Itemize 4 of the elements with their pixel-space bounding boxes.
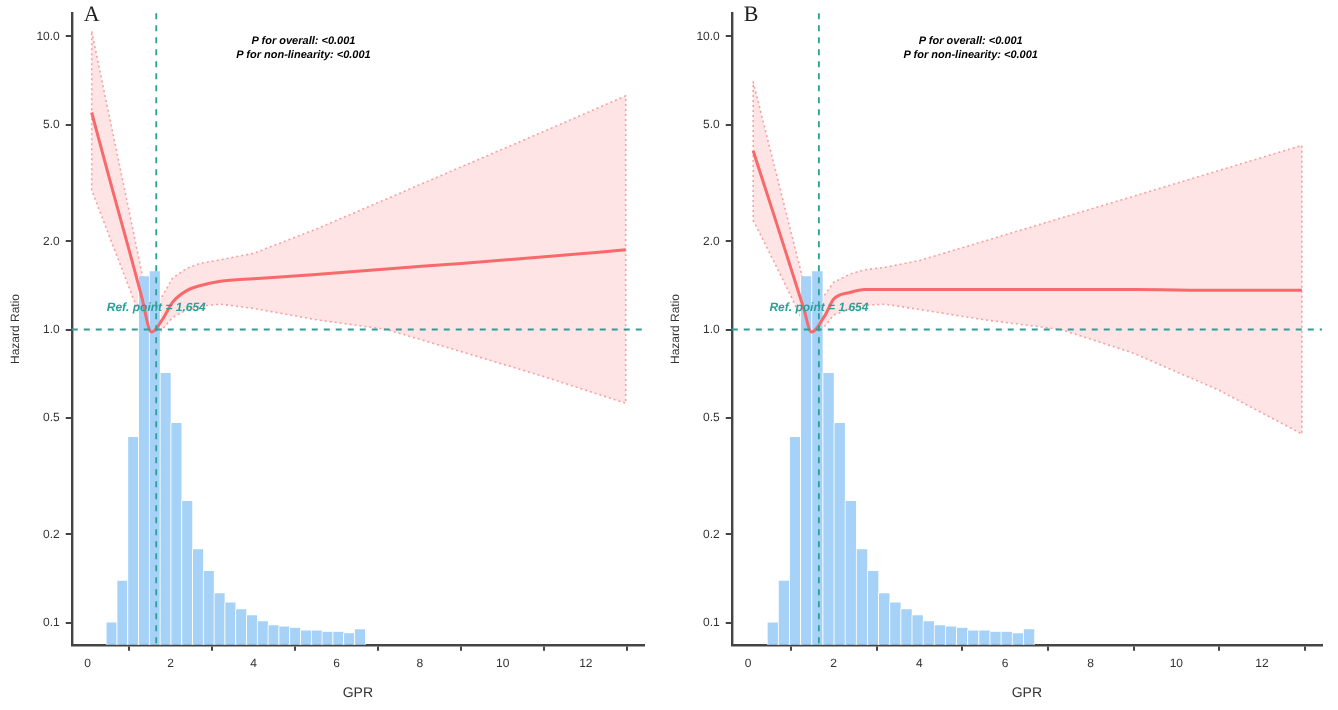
chart-title: A: [83, 2, 100, 27]
line-series: [90, 111, 628, 334]
chart-title: B: [743, 2, 759, 27]
line-series: [751, 149, 1304, 334]
